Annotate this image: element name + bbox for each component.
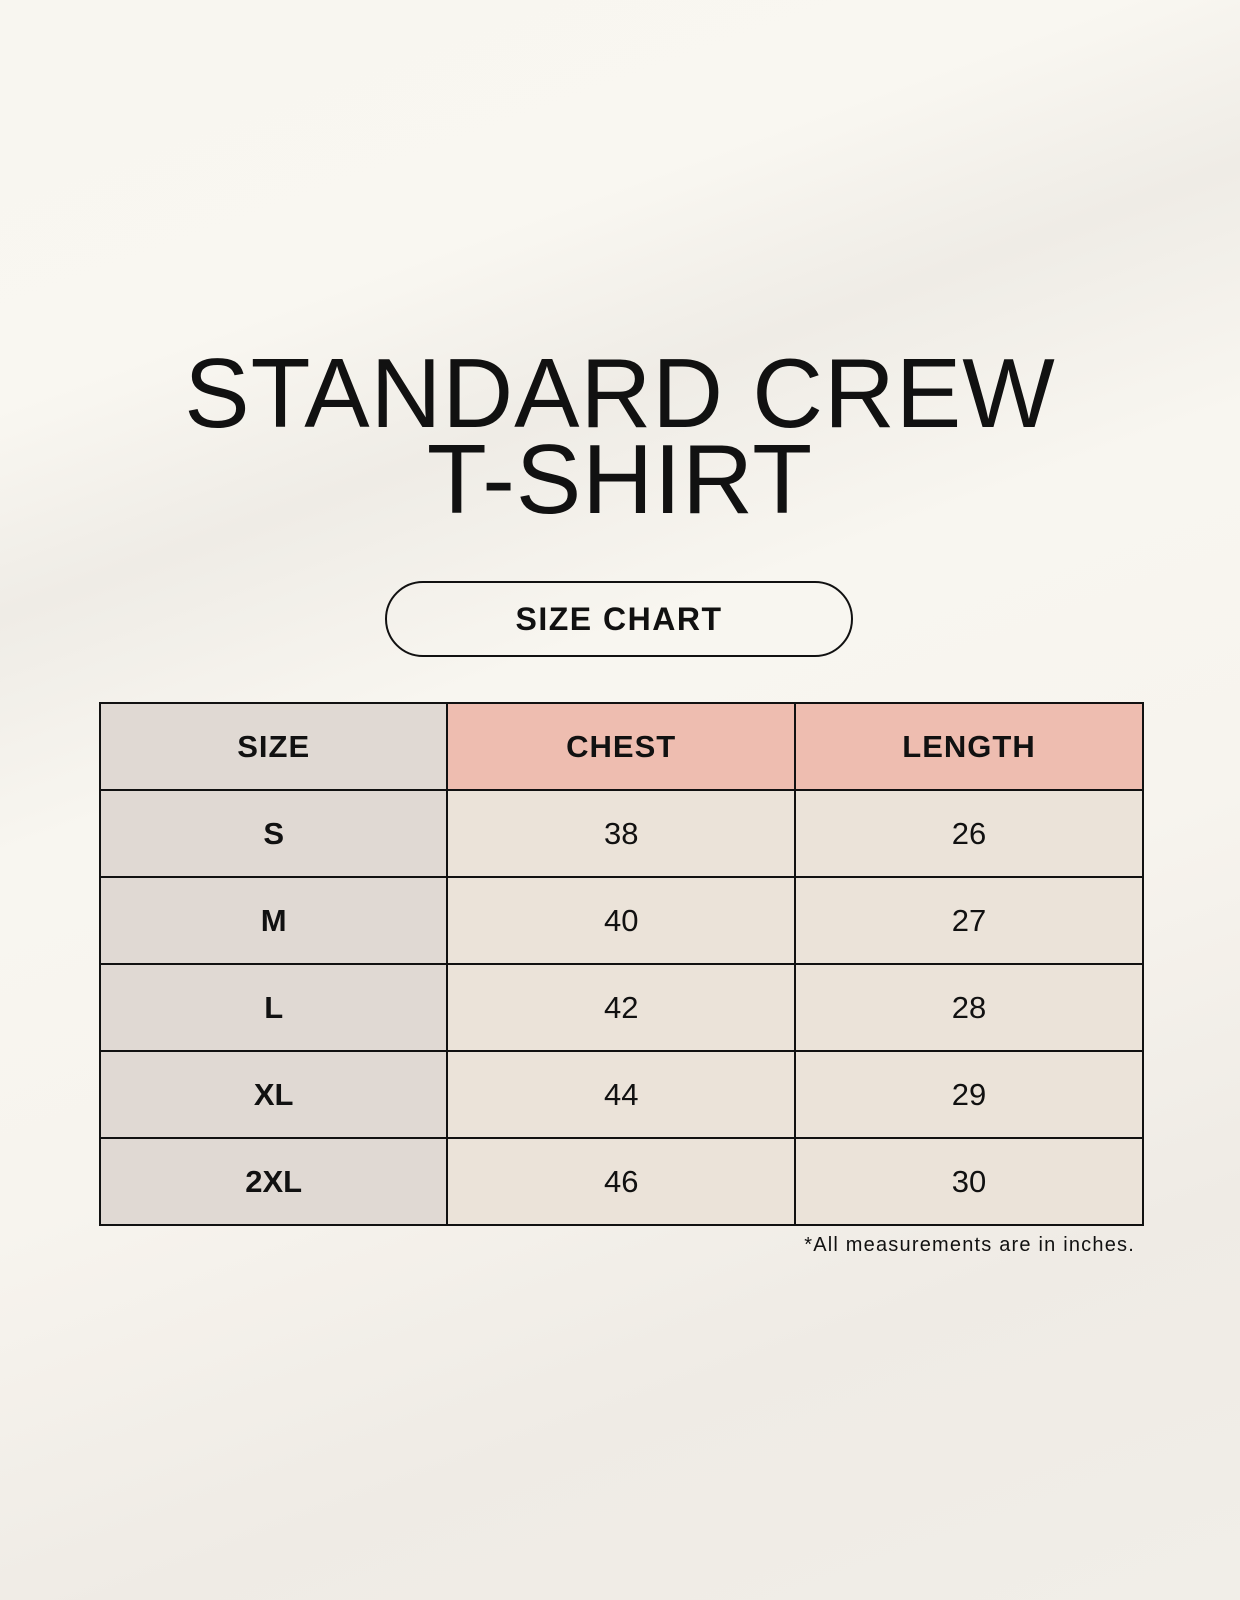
chest-cell: 42 <box>446 963 797 1052</box>
size-table: SIZE CHEST LENGTH S 38 26 M 40 27 L 42 2… <box>98 702 1144 1226</box>
length-cell: 28 <box>794 963 1144 1052</box>
chest-cell: 46 <box>446 1137 797 1226</box>
size-cell: S <box>98 789 449 878</box>
header-chest: CHEST <box>446 702 797 791</box>
table-row: M 40 27 <box>98 876 1144 965</box>
page-title: STANDARD CREW T-SHIRT <box>0 338 1240 534</box>
length-cell: 30 <box>794 1137 1144 1226</box>
size-cell: 2XL <box>98 1137 449 1226</box>
table-row: 2XL 46 30 <box>98 1137 1144 1226</box>
table-row: L 42 28 <box>98 963 1144 1052</box>
header-length: LENGTH <box>794 702 1144 791</box>
table-header-row: SIZE CHEST LENGTH <box>98 702 1144 791</box>
length-cell: 27 <box>794 876 1144 965</box>
measurement-footnote: *All measurements are in inches. <box>804 1234 1135 1256</box>
length-cell: 29 <box>794 1050 1144 1139</box>
length-cell: 26 <box>794 789 1144 878</box>
size-cell: XL <box>98 1050 449 1139</box>
size-cell: M <box>98 876 449 965</box>
size-cell: L <box>98 963 449 1052</box>
size-chart-label: SIZE CHART <box>385 581 853 657</box>
header-size: SIZE <box>98 702 449 791</box>
title-line-2: T-SHIRT <box>426 424 814 534</box>
chest-cell: 38 <box>446 789 797 878</box>
table-row: S 38 26 <box>98 789 1144 878</box>
table-row: XL 44 29 <box>98 1050 1144 1139</box>
title-line-1: STANDARD CREW <box>184 338 1056 448</box>
chest-cell: 40 <box>446 876 797 965</box>
chest-cell: 44 <box>446 1050 797 1139</box>
